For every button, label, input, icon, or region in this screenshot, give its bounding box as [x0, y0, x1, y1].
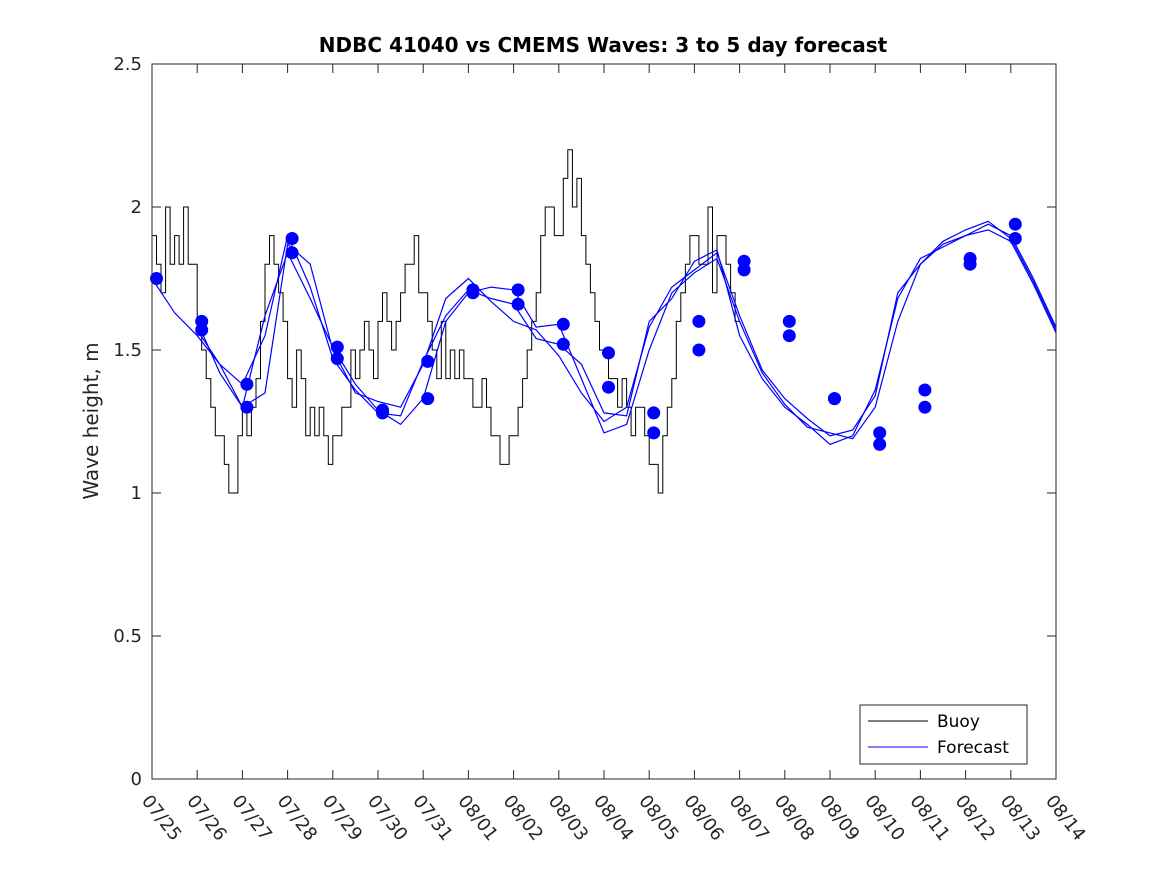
forecast-marker	[421, 392, 435, 406]
forecast-marker	[692, 314, 706, 328]
forecast-marker	[963, 257, 977, 271]
forecast-marker	[1008, 217, 1022, 231]
forecast-marker	[556, 317, 570, 331]
forecast-line	[151, 223, 1057, 437]
forecast-marker	[511, 283, 525, 297]
forecast-marker	[647, 426, 661, 440]
forecast-markers	[150, 217, 1022, 451]
forecast-marker	[647, 406, 661, 420]
forecast-marker	[1008, 232, 1022, 245]
forecast-marker	[195, 323, 209, 337]
buoy-line	[152, 149, 740, 494]
legend-forecast-label: Forecast	[937, 738, 1009, 758]
forecast-marker	[918, 383, 932, 397]
y-tick-label: 2.5	[113, 54, 142, 75]
forecast-marker	[511, 297, 525, 311]
y-axis-label: Wave height, m	[79, 342, 103, 499]
forecast-marker	[466, 286, 480, 300]
y-tick-label: 0	[131, 769, 142, 790]
forecast-marker	[918, 400, 932, 414]
buoy-series	[152, 149, 740, 494]
y-axis: 0 0.5 1 1.5 2 2.5	[113, 54, 1056, 790]
forecast-marker	[240, 377, 254, 391]
forecast-marker	[782, 329, 796, 343]
legend-box	[859, 704, 1028, 765]
forecast-marker	[285, 246, 299, 260]
forecast-marker	[421, 354, 435, 368]
legend-buoy-label: Buoy	[937, 712, 980, 732]
forecast-marker	[330, 352, 344, 366]
forecast-line	[196, 229, 1057, 446]
forecast-marker	[873, 426, 887, 440]
forecast-marker	[782, 314, 796, 328]
y-tick-label: 2	[131, 197, 142, 218]
forecast-marker	[285, 232, 299, 245]
forecast-marker	[692, 343, 706, 357]
forecast-marker	[602, 346, 615, 360]
forecast-marker	[873, 437, 887, 451]
y-tick-label: 0.5	[113, 626, 142, 647]
forecast-marker	[330, 340, 344, 354]
chart-title: NDBC 41040 vs CMEMS Waves: 3 to 5 day fo…	[319, 33, 888, 57]
y-tick-label: 1	[131, 483, 142, 504]
forecast-marker	[737, 263, 751, 277]
legend: Buoy Forecast	[859, 704, 1028, 765]
forecast-marker	[602, 380, 615, 394]
forecast-marker	[240, 400, 254, 414]
y-tick-label: 1.5	[113, 340, 142, 361]
forecast-marker	[376, 406, 389, 420]
forecast-marker	[150, 272, 163, 285]
forecast-marker	[556, 337, 570, 351]
forecast-marker	[828, 392, 841, 406]
